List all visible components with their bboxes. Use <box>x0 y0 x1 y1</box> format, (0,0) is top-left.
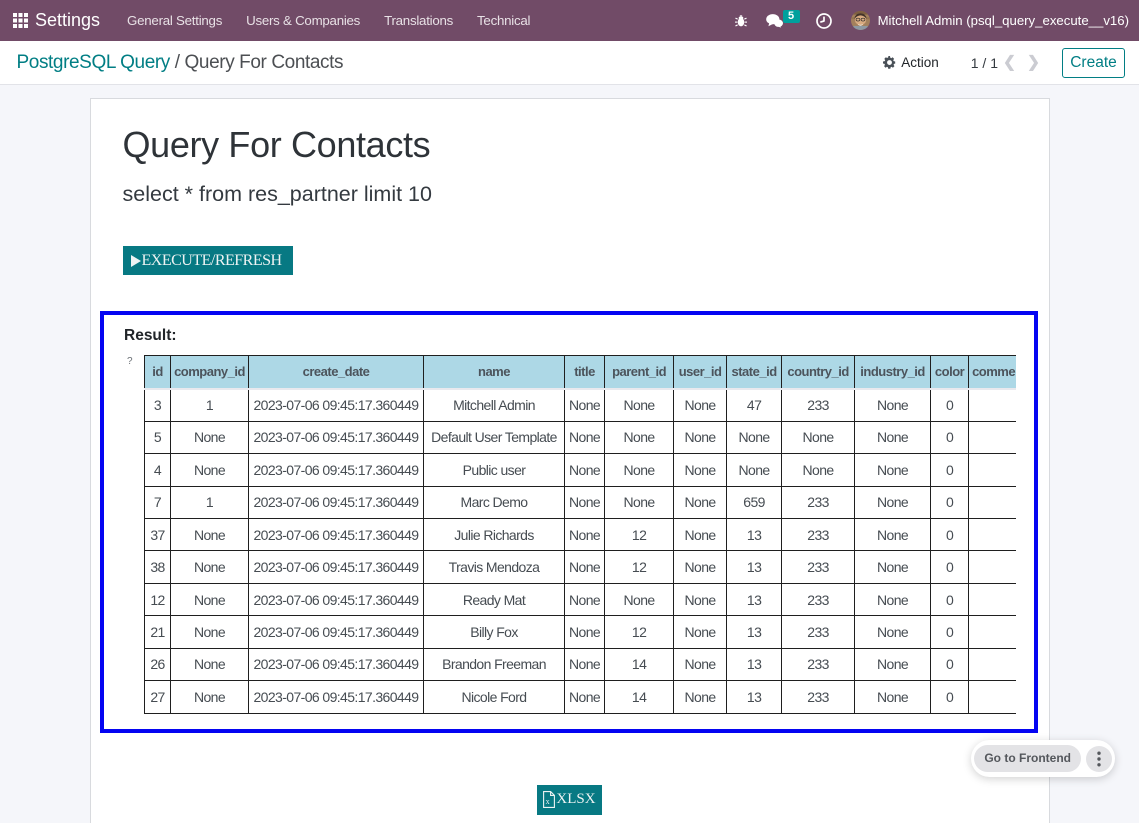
svg-text:x: x <box>546 797 550 806</box>
